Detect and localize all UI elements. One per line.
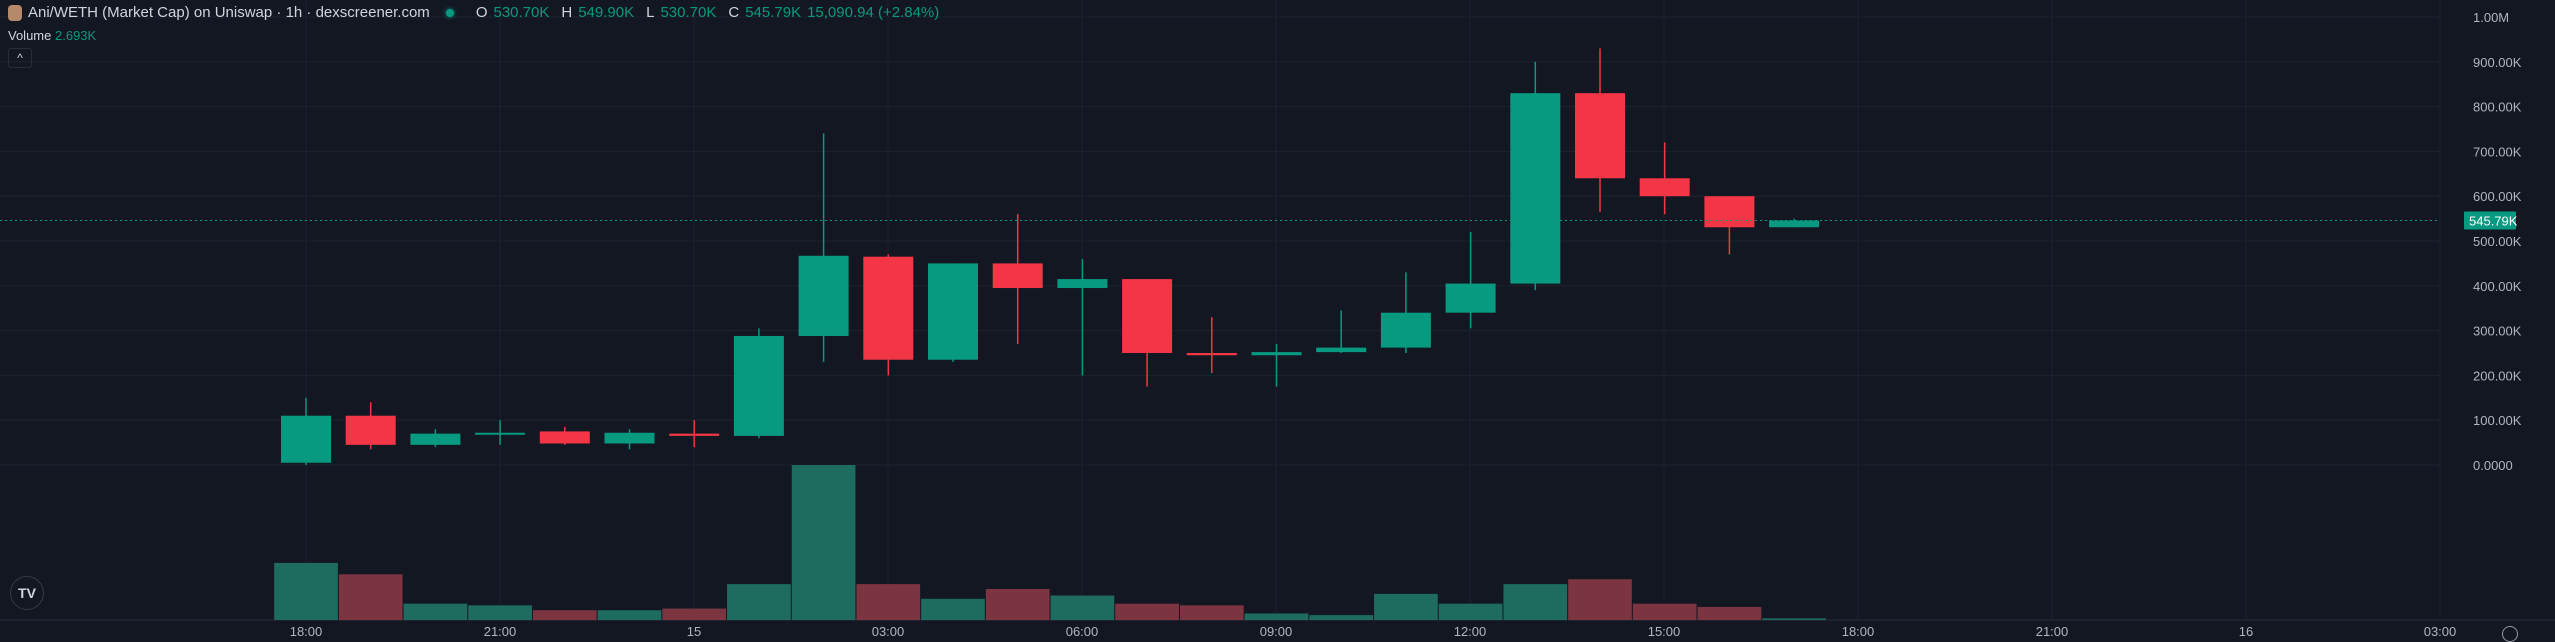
high-value: 549.90K	[578, 4, 635, 21]
volume-legend: Volume 2.693K	[8, 28, 96, 43]
candle-body	[1769, 220, 1820, 228]
volume-bar	[1632, 603, 1697, 620]
close-value: 545.79K	[745, 4, 802, 21]
x-tick-label: 18:00	[1842, 624, 1875, 639]
volume-bar	[338, 574, 403, 620]
volume-bar	[1568, 579, 1632, 620]
candle-body	[733, 335, 784, 436]
candle-body	[1057, 279, 1108, 289]
x-tick-label: 21:00	[2036, 624, 2069, 639]
y-tick-label: 900.00K	[2473, 55, 2522, 70]
token-avatar-icon	[8, 4, 22, 21]
volume-bar	[1374, 593, 1438, 620]
x-tick-label: 06:00	[1066, 624, 1099, 639]
candle-body	[928, 263, 978, 360]
chart-legend: Ani/WETH (Market Cap) on Uniswap · 1h · …	[8, 4, 939, 21]
market-status-icon	[445, 8, 454, 17]
volume-bar	[1244, 613, 1309, 620]
low-value: 530.70K	[660, 4, 717, 21]
volume-bar	[1438, 603, 1503, 620]
candle-body	[863, 256, 914, 360]
candle-body	[604, 432, 655, 444]
volume-bar	[662, 608, 727, 620]
candle-body	[1122, 279, 1173, 353]
volume-bar	[727, 584, 791, 620]
high-label: H	[561, 4, 573, 21]
volume-bar	[1115, 603, 1179, 620]
candle-body	[539, 431, 590, 444]
low-label: L	[646, 4, 655, 21]
candle-body	[345, 415, 396, 445]
x-tick-label: 21:00	[484, 624, 517, 639]
candle-body	[1510, 93, 1561, 284]
open-value: 530.70K	[493, 4, 550, 21]
volume-bar	[985, 589, 1050, 620]
chart-title: Ani/WETH (Market Cap) on Uniswap · 1h · …	[28, 4, 430, 21]
last-price-label: 545.79K	[2469, 213, 2518, 228]
volume-bar	[468, 605, 532, 620]
volume-bar	[597, 610, 662, 620]
close-label: C	[728, 4, 740, 21]
candle-body	[1575, 93, 1625, 179]
volume-bar	[274, 562, 338, 620]
volume-bar	[1309, 615, 1374, 620]
y-tick-label: 1.00M	[2473, 10, 2509, 25]
candle-body	[1186, 353, 1237, 356]
volume-bar	[1503, 584, 1568, 620]
candle-body	[475, 432, 526, 435]
tradingview-logo-icon[interactable]: TV	[10, 576, 44, 610]
y-tick-label: 700.00K	[2473, 144, 2522, 159]
settings-icon[interactable]	[2502, 626, 2518, 642]
y-tick-label: 300.00K	[2473, 324, 2522, 339]
x-tick-label: 15	[687, 624, 701, 639]
y-tick-label: 400.00K	[2473, 279, 2522, 294]
candle-body	[992, 263, 1043, 289]
change-value: 15,090.94 (+2.84%)	[807, 4, 940, 21]
candle-body	[281, 415, 331, 463]
candle-body	[1316, 347, 1367, 353]
x-tick-label: 15:00	[1648, 624, 1681, 639]
volume-bar	[1050, 595, 1115, 620]
candle-body	[1380, 312, 1431, 348]
volume-bar	[1762, 618, 1826, 620]
y-tick-label: 200.00K	[2473, 368, 2522, 383]
open-label: O	[475, 4, 488, 21]
volume-bar	[532, 610, 597, 620]
x-tick-label: 12:00	[1454, 624, 1487, 639]
volume-bar	[403, 603, 468, 620]
candle-body	[798, 255, 849, 336]
candle-body	[1251, 352, 1302, 356]
candle-body	[669, 433, 720, 436]
candle-body	[1445, 283, 1496, 313]
volume-label: Volume	[8, 28, 52, 43]
x-tick-label: 18:00	[290, 624, 323, 639]
volume-bar	[1697, 606, 1762, 620]
volume-bar	[1179, 605, 1244, 620]
candle-body	[410, 433, 461, 445]
x-tick-label: 09:00	[1260, 624, 1293, 639]
x-tick-label: 03:00	[2424, 624, 2457, 639]
x-tick-label: 03:00	[872, 624, 905, 639]
y-tick-label: 100.00K	[2473, 413, 2522, 428]
volume-bar	[791, 465, 856, 620]
volume-bar	[921, 598, 985, 620]
last-price-badge	[2464, 211, 2516, 230]
y-tick-label: 800.00K	[2473, 100, 2522, 115]
chevron-up-icon[interactable]: ^	[8, 48, 32, 68]
y-tick-label: 0.0000	[2473, 458, 2513, 473]
volume-bar	[856, 584, 921, 620]
candle-body	[1639, 178, 1690, 197]
y-tick-label: 600.00K	[2473, 189, 2522, 204]
candle-body	[1704, 196, 1755, 228]
x-tick-label: 16	[2239, 624, 2253, 639]
volume-value: 2.693K	[55, 28, 97, 43]
y-tick-label: 500.00K	[2473, 234, 2522, 249]
